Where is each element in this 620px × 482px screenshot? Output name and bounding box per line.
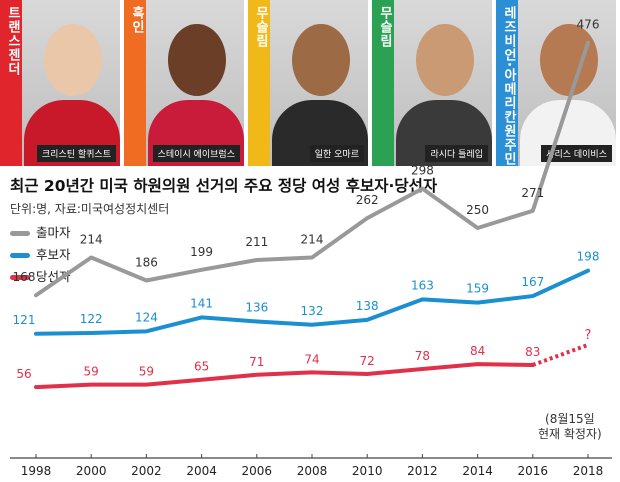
data-label: 159 — [466, 282, 489, 296]
data-label: 132 — [301, 304, 324, 318]
legend-swatch — [10, 253, 30, 258]
x-tick-label: 2018 — [573, 464, 604, 478]
candidate-name: 라시다 틀레입 — [425, 145, 488, 162]
category-bar — [496, 0, 518, 166]
data-label: 74 — [304, 352, 319, 366]
portrait-head — [168, 24, 226, 96]
series-line — [34, 268, 590, 336]
pending-marker: ? — [585, 328, 592, 343]
data-label: 271 — [521, 186, 544, 200]
data-label: 211 — [245, 235, 268, 249]
data-label: 65 — [194, 360, 209, 374]
legend-label: 출마자 — [36, 225, 71, 240]
series-line — [34, 362, 535, 390]
data-label: 71 — [249, 355, 264, 369]
legend: 출마자 후보자 당선자 — [10, 222, 71, 288]
data-label: 56 — [16, 367, 31, 381]
data-label: 476 — [577, 18, 600, 32]
data-label: 59 — [84, 365, 99, 379]
pending-note-line2: 현재 확정자) — [538, 427, 602, 441]
series-line — [34, 40, 590, 298]
candidate-name: 샤리스 데이비스 — [541, 145, 612, 162]
chart-title: 최근 20년간 미국 하원의원 선거의 주요 정당 여성 후보자·당선자 — [10, 177, 438, 195]
legend-label: 후보자 — [36, 247, 71, 262]
x-tick-label: 1998 — [21, 464, 52, 478]
data-label: 163 — [411, 278, 434, 292]
x-tick-label: 2010 — [352, 464, 383, 478]
data-label: 199 — [190, 245, 213, 259]
category-bar — [248, 0, 270, 166]
data-label: 122 — [80, 312, 103, 326]
x-tick-label: 2012 — [407, 464, 438, 478]
x-tick-label: 2014 — [462, 464, 493, 478]
candidate-name: 스테이시 에이브럼스 — [152, 145, 240, 162]
category-label: 무슬림 — [253, 6, 268, 48]
x-tick-label: 2016 — [518, 464, 549, 478]
data-label: 83 — [525, 345, 540, 359]
category-label: 트랜스젠더 — [5, 6, 20, 76]
legend-swatch — [10, 275, 30, 280]
chart-subtitle: 단위:명, 자료:미국여성정치센터 — [10, 202, 170, 216]
photo-strip: 트랜스젠더 크리스틴 할퀴스트 흑인 스테이시 에이브럼스 무슬림 일한 오마르 무슬림 라시… — [0, 0, 620, 166]
x-tick-label: 2004 — [186, 464, 217, 478]
category-bar — [0, 0, 22, 166]
x-tick-label: 2002 — [131, 464, 162, 478]
data-label: 124 — [135, 310, 158, 324]
x-tick-label: 2008 — [297, 464, 328, 478]
pending-dashed-line — [532, 343, 589, 367]
data-label: 167 — [521, 275, 544, 289]
data-label: 72 — [360, 354, 375, 368]
data-label: 262 — [356, 193, 379, 207]
pending-note-line1: (8월15일 — [545, 412, 595, 426]
portrait-head — [292, 24, 350, 96]
data-label: 298 — [411, 164, 434, 178]
legend-item-winners: 당선자 — [10, 266, 71, 288]
candidate-name: 크리스틴 할퀴스트 — [36, 145, 116, 162]
category-label: 레즈비언·아메리칸원주민 — [501, 6, 516, 166]
data-label: 250 — [466, 203, 489, 217]
category-label: 무슬림 — [377, 6, 392, 48]
portrait-head — [44, 24, 102, 96]
data-label: 78 — [415, 349, 430, 363]
data-label: 84 — [470, 344, 485, 358]
data-label: 214 — [80, 233, 103, 247]
category-bar — [124, 0, 146, 166]
data-label: 136 — [245, 300, 268, 314]
category-label: 흑인 — [129, 6, 144, 34]
data-label: 168 — [13, 270, 36, 284]
data-label: 141 — [190, 296, 213, 310]
data-label: 138 — [356, 299, 379, 313]
category-bar — [372, 0, 394, 166]
pending-note: (8월15일 현재 확정자) — [538, 412, 602, 442]
data-label: 198 — [577, 250, 600, 264]
x-tick-label: 2006 — [242, 464, 273, 478]
legend-label: 당선자 — [36, 269, 71, 284]
candidate-name: 일한 오마르 — [309, 145, 364, 162]
data-label: 186 — [135, 255, 158, 269]
legend-item-candidates: 후보자 — [10, 244, 71, 266]
x-tick-label: 2000 — [76, 464, 107, 478]
legend-item-applicants: 출마자 — [10, 222, 71, 244]
data-label: 214 — [301, 233, 324, 247]
legend-swatch — [10, 231, 30, 236]
data-label: 121 — [13, 313, 36, 327]
portrait-head — [540, 24, 598, 96]
data-label: 59 — [139, 365, 154, 379]
portrait-head — [416, 24, 474, 96]
